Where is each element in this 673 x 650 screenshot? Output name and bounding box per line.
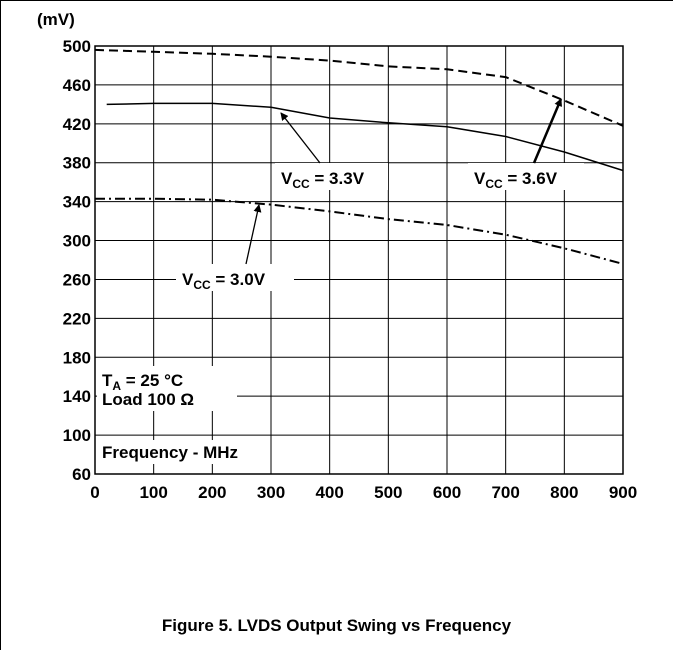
x-tick-label: 300 — [257, 483, 285, 502]
label-bg-frequency — [97, 440, 269, 464]
x-tick-label: 200 — [198, 483, 226, 502]
annotation-vcc-3-6v: VCC = 3.6V — [474, 169, 558, 191]
label-bg-conditions — [97, 366, 237, 411]
series-group — [94, 48, 624, 265]
condition-load: Load 100 Ω — [102, 390, 194, 409]
series-line-1 — [94, 48, 624, 127]
x-tick-label: 700 — [491, 483, 519, 502]
label-bg-vcc33 — [275, 163, 388, 190]
annotation-vcc-3-3v: VCC = 3.3V — [281, 169, 365, 191]
series-line-2 — [106, 102, 624, 172]
y-tick-label: 300 — [63, 232, 91, 251]
y-tick-label: 380 — [63, 154, 91, 173]
y-tick-label: 100 — [63, 426, 91, 445]
arrow-vcc36 — [532, 98, 563, 164]
x-tick-label: 0 — [90, 483, 99, 502]
grid — [94, 45, 624, 475]
x-tick-label: 400 — [315, 483, 343, 502]
plot-area-border — [94, 45, 624, 475]
y-tick-label: 60 — [72, 465, 91, 484]
figure-caption: Figure 5. LVDS Output Swing vs Frequency — [161, 616, 512, 635]
x-axis-label: Frequency - MHz — [102, 443, 238, 462]
label-bg-vcc30 — [176, 264, 294, 291]
arrow-vcc33 — [280, 112, 321, 164]
y-tick-label: 180 — [63, 348, 91, 367]
x-tick-label: 800 — [550, 483, 578, 502]
label-bg-vcc36 — [468, 163, 584, 190]
y-axis-unit: (mV) — [37, 10, 75, 29]
x-tick-label: 900 — [609, 483, 637, 502]
y-tick-labels: 60 100 140 180 220 260 300 340 380 420 460 500 — [63, 37, 91, 484]
y-tick-label: 260 — [63, 270, 91, 289]
x-tick-label: 600 — [433, 483, 461, 502]
annotation-vcc-3-0v: VCC = 3.0V — [182, 270, 266, 292]
x-tick-label: 500 — [374, 483, 402, 502]
x-tick-labels: 0 100 200 300 400 500 600 700 800 900 — [90, 483, 637, 502]
y-tick-label: 220 — [63, 309, 91, 328]
arrow-vcc30 — [245, 204, 262, 265]
series-line-3 — [95, 197, 624, 265]
condition-temperature: TA = 25 °C — [102, 371, 183, 393]
x-tick-label: 100 — [139, 483, 167, 502]
y-tick-label: 140 — [63, 387, 91, 406]
y-tick-label: 460 — [63, 76, 91, 95]
y-tick-label: 420 — [63, 115, 91, 134]
y-tick-label: 500 — [63, 37, 91, 56]
y-tick-label: 340 — [63, 193, 91, 212]
